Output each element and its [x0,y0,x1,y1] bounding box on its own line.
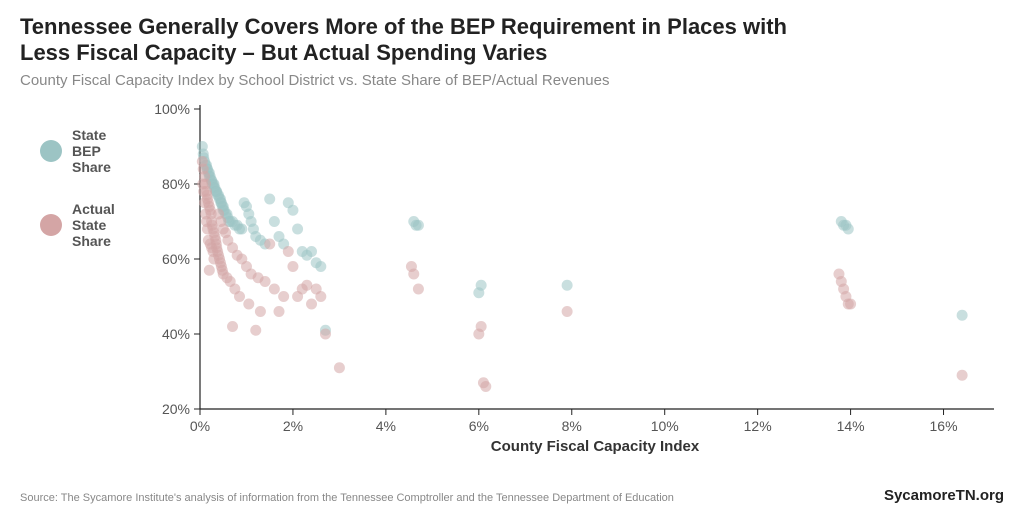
legend-item-0: StateBEPShare [40,127,115,175]
data-point [476,280,487,291]
chart-page: Tennessee Generally Covers More of the B… [0,0,1024,512]
legend-label: StateBEPShare [72,127,111,175]
data-point [260,276,271,287]
x-tick-label: 16% [930,418,958,434]
x-tick-label: 14% [837,418,865,434]
data-point [227,321,238,332]
data-point [845,298,856,309]
data-point [269,216,280,227]
data-point [413,283,424,294]
data-point [306,298,317,309]
legend-swatch-icon [40,140,62,162]
data-point [408,268,419,279]
data-point [274,306,285,317]
data-point [476,321,487,332]
data-point [287,205,298,216]
x-axis-title: County Fiscal Capacity Index [491,438,700,455]
x-tick-label: 6% [469,418,489,434]
data-point [957,310,968,321]
data-point [234,291,245,302]
x-tick-label: 10% [651,418,679,434]
y-tick-label: 80% [162,176,190,192]
data-point [562,280,573,291]
footer: Source: The Sycamore Institute's analysi… [20,487,1004,504]
legend-label: ActualStateShare [72,201,115,249]
data-point [315,291,326,302]
data-point [843,223,854,234]
title-line-1: Tennessee Generally Covers More of the B… [20,14,787,39]
legend-item-1: ActualStateShare [40,201,115,249]
page-title: Tennessee Generally Covers More of the B… [20,14,1004,66]
data-point [334,362,345,373]
x-tick-label: 0% [190,418,210,434]
data-point [269,283,280,294]
x-tick-label: 8% [562,418,582,434]
legend-swatch-icon [40,214,62,236]
scatter-chart: 20% 40% 60% 80% 100% 0% 2% 4% 6% 8% 10% 12% 14% 16% Co… [130,99,1010,459]
data-point [315,261,326,272]
brand-text: SycamoreTN.org [884,487,1004,504]
data-point [320,328,331,339]
data-point [278,291,289,302]
data-point [243,298,254,309]
data-point [480,381,491,392]
data-point [306,246,317,257]
data-point [283,246,294,257]
y-tick-label: 20% [162,401,190,417]
x-tick-label: 12% [744,418,772,434]
data-point [250,325,261,336]
y-tick-label: 100% [154,101,190,117]
source-text: Source: The Sycamore Institute's analysi… [20,492,674,504]
data-point [204,265,215,276]
data-point [287,261,298,272]
data-point [264,238,275,249]
data-point [292,223,303,234]
y-tick-label: 60% [162,251,190,267]
y-tick-label: 40% [162,326,190,342]
data-point [562,306,573,317]
data-point [957,370,968,381]
x-tick-label: 2% [283,418,303,434]
data-point [264,193,275,204]
title-line-2: Less Fiscal Capacity – But Actual Spendi… [20,40,547,65]
plot-area: StateBEPShare ActualStateShare 20% 40% 60% 8… [20,99,1004,459]
data-point [236,223,247,234]
legend: StateBEPShare ActualStateShare [40,127,115,276]
x-tick-label: 4% [376,418,396,434]
page-subtitle: County Fiscal Capacity Index by School D… [20,72,1004,89]
data-point [413,220,424,231]
data-point [255,306,266,317]
